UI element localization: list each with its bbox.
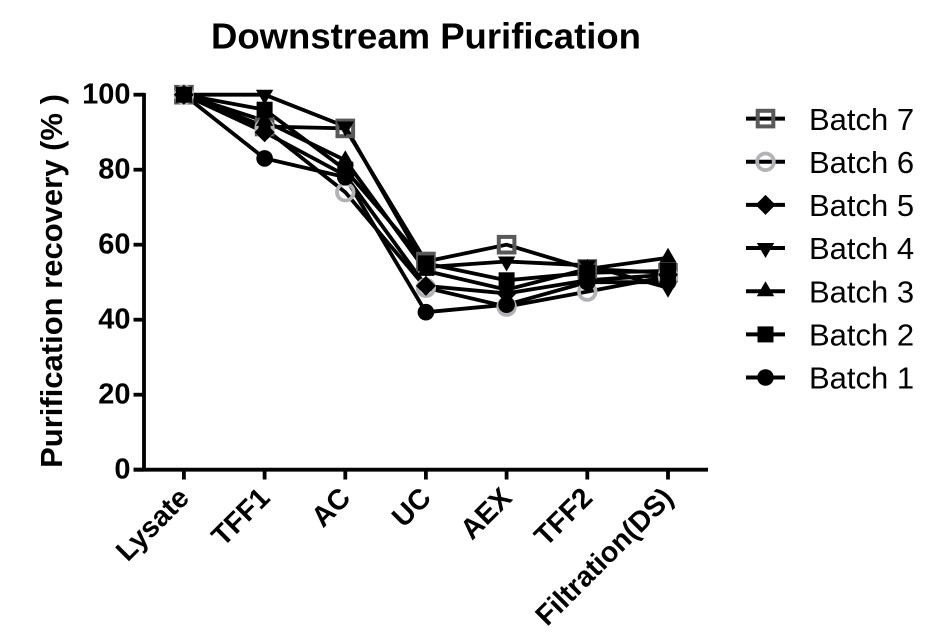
svg-text:20: 20: [98, 378, 130, 410]
svg-text:60: 60: [98, 228, 130, 260]
svg-text:Batch 2: Batch 2: [809, 318, 914, 353]
svg-text:80: 80: [98, 153, 130, 185]
svg-text:40: 40: [98, 303, 130, 335]
svg-text:Batch 7: Batch 7: [809, 102, 914, 137]
svg-text:Batch 6: Batch 6: [809, 145, 914, 180]
svg-text:Downstream Purification: Downstream Purification: [211, 16, 641, 57]
svg-text:Batch 1: Batch 1: [809, 361, 914, 396]
svg-text:Batch 4: Batch 4: [809, 231, 914, 266]
svg-text:Purification recovery (% ): Purification recovery (% ): [34, 94, 69, 468]
svg-text:0: 0: [114, 453, 130, 485]
svg-text:100: 100: [82, 78, 130, 110]
svg-text:Batch 5: Batch 5: [809, 188, 914, 223]
svg-text:Batch 3: Batch 3: [809, 274, 914, 309]
